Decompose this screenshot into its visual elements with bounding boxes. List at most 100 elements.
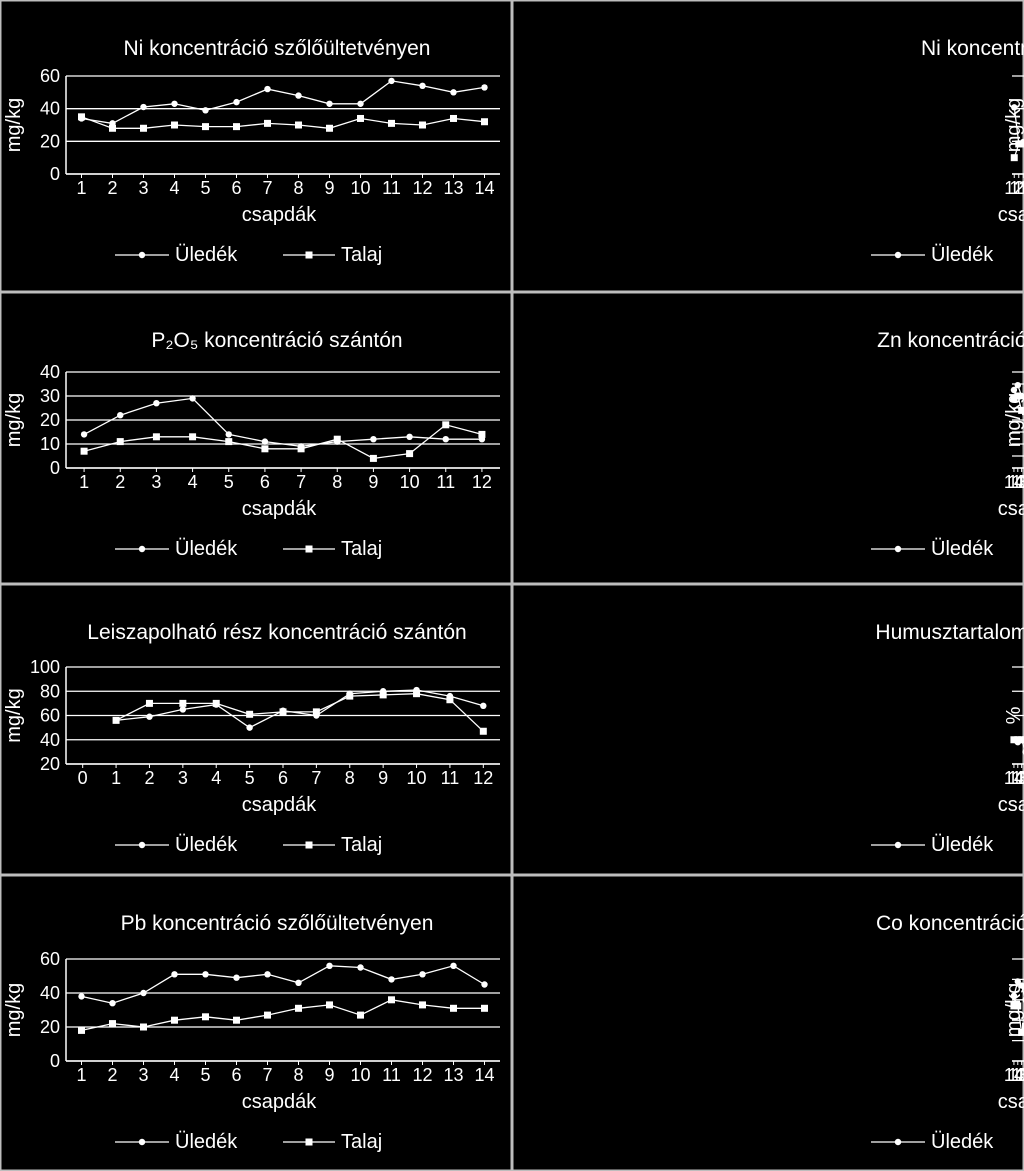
data-point <box>264 119 271 127</box>
y-tick-label: 0 <box>50 164 60 184</box>
data-point <box>326 1001 333 1009</box>
x-axis-label: csapdák <box>998 1091 1024 1113</box>
legend-label-uledek: Üledék <box>931 834 994 856</box>
legend-marker-talaj <box>305 841 313 849</box>
x-tick-label: 12 <box>1012 1065 1024 1085</box>
data-point <box>481 981 488 988</box>
data-point <box>370 436 377 443</box>
x-tick-label: 12 <box>1012 768 1024 788</box>
x-tick-label: 6 <box>260 472 270 492</box>
x-tick-label: 11 <box>436 472 455 492</box>
chart-svg: Zn koncentráció szőlőültetvényen01020304… <box>512 292 1024 584</box>
data-point <box>357 1011 364 1019</box>
data-point <box>388 976 395 983</box>
legend-marker-uledek <box>138 1138 146 1146</box>
data-point <box>326 962 333 969</box>
data-point <box>357 100 364 107</box>
series-line-talaj <box>115 693 484 732</box>
data-point <box>479 727 487 735</box>
series-line-uledek <box>81 965 485 1004</box>
data-point <box>388 119 395 127</box>
data-point <box>450 962 457 969</box>
y-tick-label: 0 <box>50 1051 60 1071</box>
chart-panel-5: Leiszapolható rész koncentráció szántón 2… <box>0 584 512 875</box>
x-tick-label: 5 <box>200 178 210 198</box>
x-tick-label: 12 <box>1004 178 1024 198</box>
data-point <box>1018 406 1024 414</box>
x-tick-label: 10 <box>1019 768 1024 788</box>
x-tick-label: 8 <box>345 768 355 788</box>
data-point <box>1014 382 1021 389</box>
data-point <box>140 103 147 111</box>
data-point <box>481 1004 488 1012</box>
legend-marker-uledek <box>138 545 146 553</box>
data-point <box>369 454 377 462</box>
data-point <box>1010 154 1018 162</box>
y-tick-label: 20 <box>40 754 60 774</box>
y-tick-label: 10 <box>40 434 60 454</box>
data-point <box>152 433 160 441</box>
legend-label-talaj: Talaj <box>341 244 382 266</box>
data-point <box>1010 386 1018 394</box>
x-tick-label: 12 <box>1012 472 1024 492</box>
data-point <box>1014 978 1021 985</box>
data-point <box>1015 140 1023 148</box>
data-point <box>202 971 209 978</box>
legend-label-uledek: Üledék <box>175 834 238 856</box>
panel-border <box>0 875 512 1171</box>
x-tick-label: 2 <box>115 472 125 492</box>
x-tick-label: 10 <box>350 178 370 198</box>
y-tick-label: 40 <box>40 99 60 119</box>
data-point <box>279 708 287 716</box>
x-tick-label: 4 <box>169 1065 179 1085</box>
data-point <box>419 121 426 129</box>
legend-label-uledek: Üledék <box>931 538 994 560</box>
data-point <box>442 421 450 429</box>
y-tick-label: 30 <box>40 386 60 406</box>
x-tick-label: 11 <box>1016 1065 1024 1085</box>
series-line-uledek <box>81 80 485 125</box>
data-point <box>450 114 457 122</box>
x-tick-label: 2 <box>144 768 154 788</box>
data-point <box>478 430 486 438</box>
data-point <box>1010 736 1018 744</box>
chart-title: Ni koncentráció szőlőültetvényen <box>123 37 430 60</box>
legend-marker-talaj <box>305 251 313 259</box>
data-point <box>145 699 153 707</box>
data-point <box>388 77 395 85</box>
data-point <box>450 89 457 96</box>
data-point <box>246 724 253 731</box>
x-axis-label: csapdák <box>242 794 317 816</box>
x-tick-label: 10 <box>1013 178 1024 198</box>
data-point <box>1010 992 1018 999</box>
data-point <box>413 690 421 698</box>
x-tick-label: 11 <box>441 768 460 788</box>
legend-label-talaj: Talaj <box>341 1131 382 1153</box>
data-point <box>261 438 269 445</box>
data-point <box>246 710 254 718</box>
y-axis-label: mg/kg <box>3 393 25 447</box>
x-tick-label: 9 <box>324 1065 334 1085</box>
x-tick-label: 10 <box>1019 472 1024 492</box>
x-tick-label: 10 <box>400 472 420 492</box>
x-tick-label: 9 <box>1023 178 1024 198</box>
data-point <box>146 713 153 720</box>
series-line-uledek <box>116 689 484 729</box>
x-axis-label: csapdák <box>998 498 1024 520</box>
data-point <box>202 1013 209 1021</box>
y-tick-label: 80 <box>40 681 60 701</box>
x-tick-label: 6 <box>278 768 288 788</box>
legend-label-uledek: Üledék <box>931 244 994 266</box>
data-point <box>233 98 240 106</box>
x-tick-label: 1 <box>111 768 121 788</box>
x-axis-label: csapdák <box>998 204 1024 226</box>
x-tick-label: 14 <box>474 178 494 198</box>
chart-title: P₂O₅ koncentráció szántón <box>151 329 402 352</box>
data-point <box>179 699 187 707</box>
data-point <box>419 1001 426 1009</box>
data-point <box>261 445 269 453</box>
x-tick-label: 9 <box>324 178 334 198</box>
x-tick-label: 13 <box>443 1065 463 1085</box>
x-tick-label: 1 <box>76 1065 86 1085</box>
legend-marker-talaj <box>305 1138 313 1146</box>
